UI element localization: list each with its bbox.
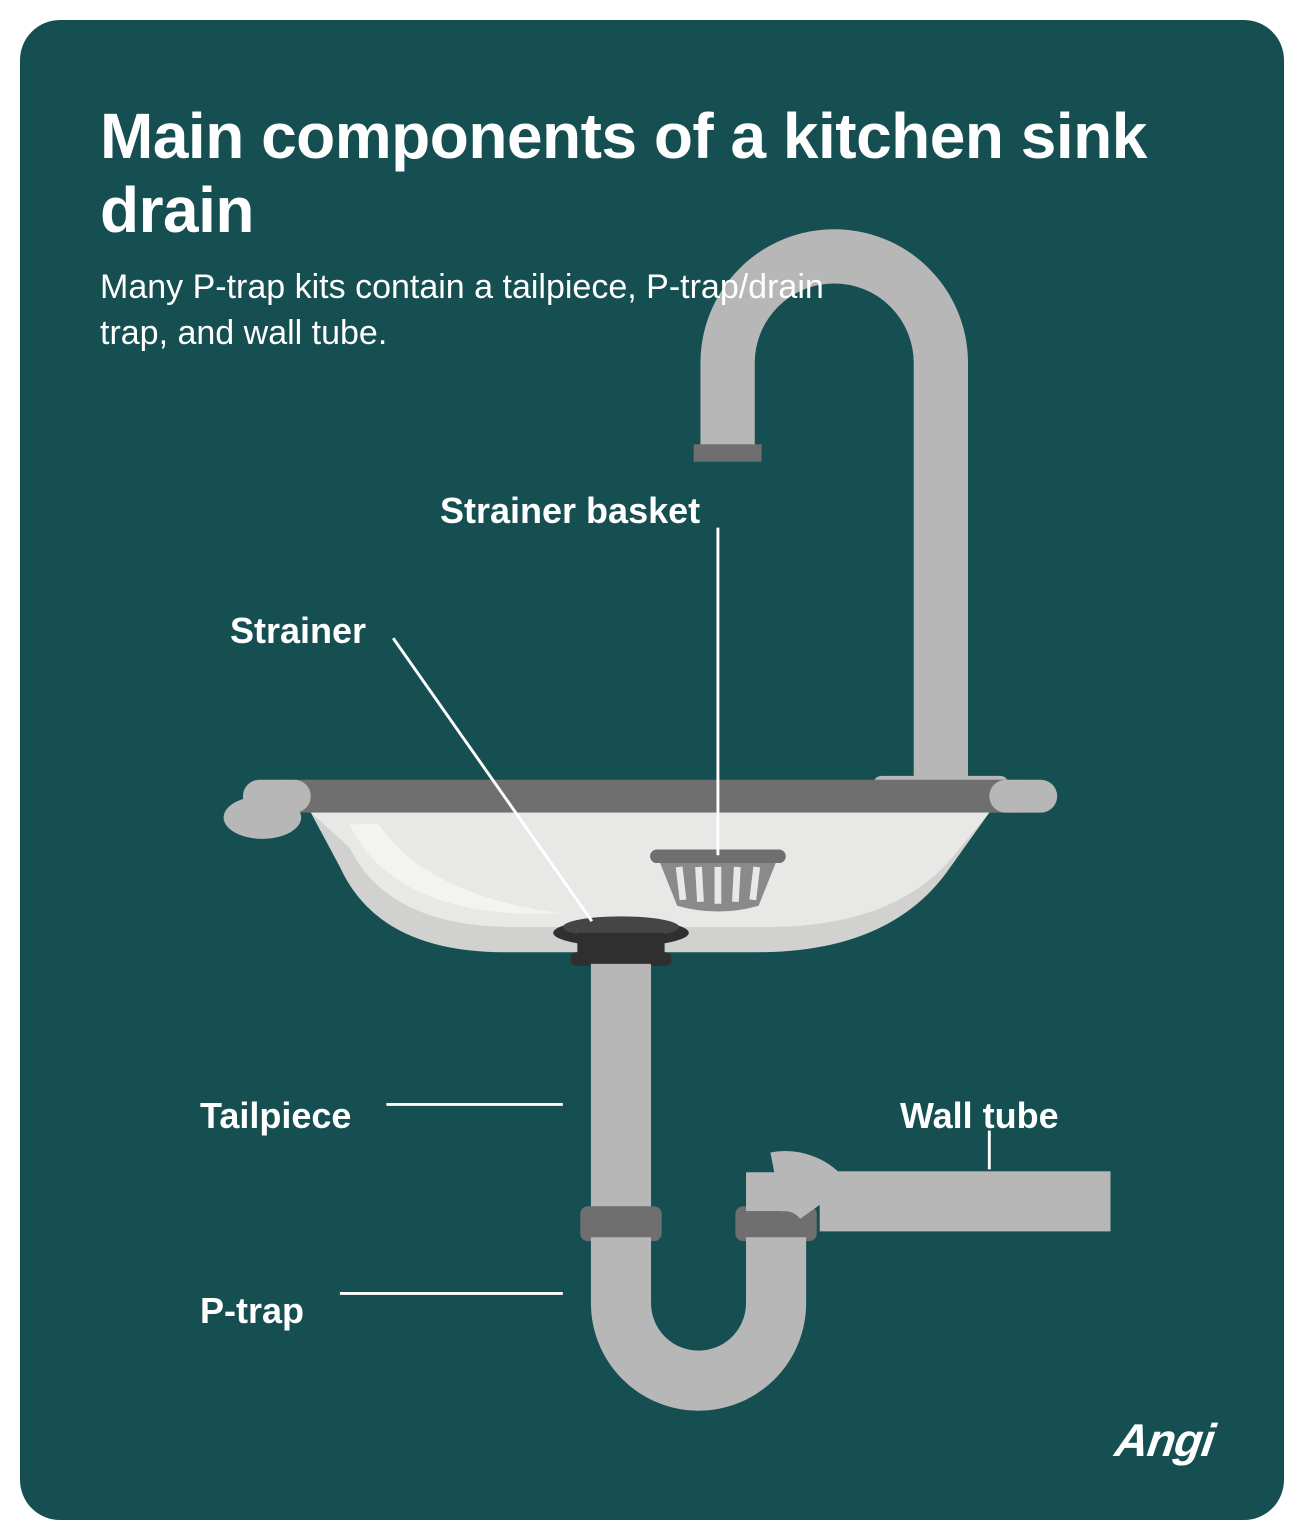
label-p-trap: P-trap — [200, 1290, 304, 1332]
label-strainer: Strainer — [230, 610, 366, 652]
brand-logo: Angi — [1116, 1411, 1214, 1465]
label-wall-tube: Wall tube — [900, 1095, 1059, 1137]
brand-logo-text: Angi — [1112, 1413, 1218, 1467]
label-strainer-basket: Strainer basket — [440, 490, 700, 532]
infographic-title: Main components of a kitchen sink drain — [100, 100, 1204, 247]
strainer-shape — [553, 916, 689, 965]
label-tailpiece: Tailpiece — [200, 1095, 351, 1137]
heading-block: Main components of a kitchen sink drain … — [100, 100, 1204, 357]
infographic-subtitle: Many P-trap kits contain a tailpiece, P-… — [100, 265, 860, 357]
infographic-card: Main components of a kitchen sink drain … — [20, 20, 1284, 1520]
tailpiece-shape — [591, 964, 651, 1216]
